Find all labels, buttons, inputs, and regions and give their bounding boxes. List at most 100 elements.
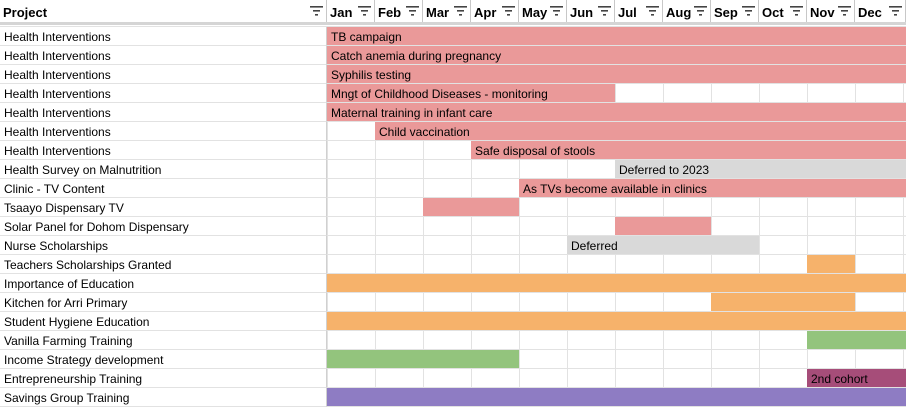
filter-icon[interactable] [742, 6, 755, 16]
filter-icon[interactable] [310, 6, 323, 16]
project-name: Health Interventions [4, 125, 111, 139]
timeline-bar[interactable] [615, 217, 711, 235]
grid-line [0, 349, 906, 350]
project-name-cell[interactable]: Health Interventions [0, 46, 327, 65]
timeline-bar[interactable]: As TVs become available in clinics [519, 179, 906, 197]
month-label: Jun [570, 5, 594, 20]
timeline-bar[interactable]: Deferred to 2023 [615, 160, 906, 178]
project-name-cell[interactable]: Importance of Education [0, 274, 327, 293]
bar-label: Catch anemia during pregnancy [331, 49, 502, 63]
column-header-project-label: Project [3, 5, 48, 20]
project-name-cell[interactable]: Kitchen for Arri Primary [0, 293, 327, 312]
bar-label: Deferred to 2023 [619, 163, 710, 177]
timeline-bar[interactable] [327, 312, 906, 330]
grid-line [0, 254, 906, 255]
project-name-cell[interactable]: Savings Group Training [0, 388, 327, 407]
timeline-bar[interactable]: Mngt of Childhood Diseases - monitoring [327, 84, 615, 102]
grid-line [0, 330, 906, 331]
grid-line [0, 45, 906, 46]
project-name: Teachers Scholarships Granted [4, 258, 172, 272]
project-name-cell[interactable]: Health Interventions [0, 65, 327, 84]
grid-line [0, 368, 906, 369]
timeline-bar[interactable] [327, 388, 906, 406]
filter-icon[interactable] [646, 6, 659, 16]
grid-line [0, 292, 906, 293]
filter-icon[interactable] [790, 6, 803, 16]
column-header-apr[interactable]: Apr [471, 0, 519, 23]
grid-line [567, 27, 568, 407]
timeline-bar[interactable]: Safe disposal of stools [471, 141, 906, 159]
project-name-cell[interactable]: Health Interventions [0, 84, 327, 103]
project-name: Health Interventions [4, 144, 111, 158]
project-name-cell[interactable]: Health Survey on Malnutrition [0, 160, 327, 179]
grid-line [0, 311, 906, 312]
project-name-cell[interactable]: Health Interventions [0, 141, 327, 160]
column-header-jun[interactable]: Jun [567, 0, 615, 23]
project-name-cell[interactable]: Nurse Scholarships [0, 236, 327, 255]
project-name: Health Interventions [4, 30, 111, 44]
grid-line [0, 197, 906, 198]
timeline-bar[interactable] [327, 274, 906, 292]
timeline-bar[interactable] [327, 350, 519, 368]
project-name-cell[interactable]: Teachers Scholarships Granted [0, 255, 327, 274]
timeline-bar[interactable]: 2nd cohort [807, 369, 906, 387]
filter-icon[interactable] [838, 6, 851, 16]
month-label: Apr [474, 5, 497, 20]
grid-line [375, 27, 376, 407]
bar-label: Child vaccination [379, 125, 470, 139]
column-header-sep[interactable]: Sep [711, 0, 759, 23]
column-header-may[interactable]: May [519, 0, 567, 23]
filter-icon[interactable] [694, 6, 707, 16]
month-label: May [522, 5, 548, 20]
column-header-dec[interactable]: Dec [855, 0, 906, 23]
column-header-oct[interactable]: Oct [759, 0, 807, 23]
grid-line [903, 27, 904, 407]
timeline-bar[interactable]: Maternal training in infant care [327, 103, 906, 121]
column-header-project[interactable]: Project [0, 0, 327, 23]
grid-line [0, 64, 906, 65]
project-name-cell[interactable]: Solar Panel for Dohom Dispensary [0, 217, 327, 236]
filter-icon[interactable] [502, 6, 515, 16]
filter-icon[interactable] [406, 6, 419, 16]
filter-icon[interactable] [454, 6, 467, 16]
project-name-cell[interactable]: Health Interventions [0, 27, 327, 46]
project-name-cell[interactable]: Tsaayo Dispensary TV [0, 198, 327, 217]
column-header-mar[interactable]: Mar [423, 0, 471, 23]
timeline-bar[interactable]: Deferred [567, 236, 759, 254]
filter-icon[interactable] [358, 6, 371, 16]
project-name-cell[interactable]: Vanilla Farming Training [0, 331, 327, 350]
grid-line [0, 26, 906, 27]
month-label: Feb [378, 5, 402, 20]
project-name-cell[interactable]: Health Interventions [0, 122, 327, 141]
grid-line [711, 27, 712, 407]
column-header-aug[interactable]: Aug [663, 0, 711, 23]
timeline-bar[interactable]: Catch anemia during pregnancy [327, 46, 906, 64]
month-label: Mar [426, 5, 450, 20]
timeline-bar[interactable] [423, 198, 519, 216]
filter-icon[interactable] [598, 6, 611, 16]
column-header-jul[interactable]: Jul [615, 0, 663, 23]
project-name-cell[interactable]: Health Interventions [0, 103, 327, 122]
grid-line [0, 235, 906, 236]
project-name-cell[interactable]: Clinic - TV Content [0, 179, 327, 198]
project-name: Kitchen for Arri Primary [4, 296, 128, 310]
filter-icon[interactable] [550, 6, 563, 16]
timeline-bar[interactable]: TB campaign [327, 27, 906, 45]
project-name-cell[interactable]: Income Strategy development [0, 350, 327, 369]
column-header-nov[interactable]: Nov [807, 0, 855, 23]
timeline-bar[interactable]: Syphilis testing [327, 65, 906, 83]
grid-line [0, 406, 906, 407]
timeline-bar[interactable] [807, 255, 855, 273]
project-name-cell[interactable]: Student Hygiene Education [0, 312, 327, 331]
timeline-bar[interactable] [807, 331, 906, 349]
project-name: Health Interventions [4, 68, 111, 82]
column-header-jan[interactable]: Jan [327, 0, 375, 23]
project-name-cell[interactable]: Entrepreneurship Training [0, 369, 327, 388]
project-name: Vanilla Farming Training [4, 334, 133, 348]
column-header-feb[interactable]: Feb [375, 0, 423, 23]
filter-icon[interactable] [889, 6, 902, 16]
timeline-bar[interactable]: Child vaccination [375, 122, 906, 140]
project-name: Nurse Scholarships [4, 239, 109, 253]
timeline-bar[interactable] [711, 293, 855, 311]
bar-label: Maternal training in infant care [331, 106, 493, 120]
